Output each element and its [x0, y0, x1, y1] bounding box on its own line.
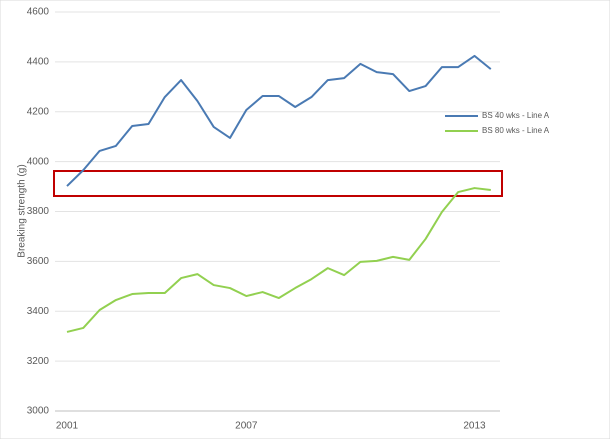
- highlight-box: [53, 170, 503, 197]
- y-tick-label: 4600: [27, 7, 50, 18]
- y-tick-label: 4200: [27, 106, 50, 117]
- y-axis-label: Breaking strength (g): [17, 164, 28, 257]
- x-tick-label: 2001: [56, 421, 79, 432]
- y-tick-label: 3000: [27, 406, 50, 417]
- y-tick-label: 3400: [27, 306, 50, 317]
- x-tick-label: 2013: [463, 421, 486, 432]
- legend-label: BS 80 wks - Line A: [482, 126, 550, 135]
- legend-label: BS 40 wks - Line A: [482, 111, 550, 120]
- line-series: [66, 54, 492, 187]
- y-tick-label: 3800: [27, 206, 50, 217]
- y-tick-label: 3600: [27, 256, 50, 267]
- line-series: [66, 187, 491, 333]
- y-tick-label: 4400: [27, 57, 50, 68]
- y-tick-label: 4000: [27, 156, 50, 167]
- x-tick-label: 2007: [235, 421, 258, 432]
- y-tick-label: 3200: [27, 356, 50, 367]
